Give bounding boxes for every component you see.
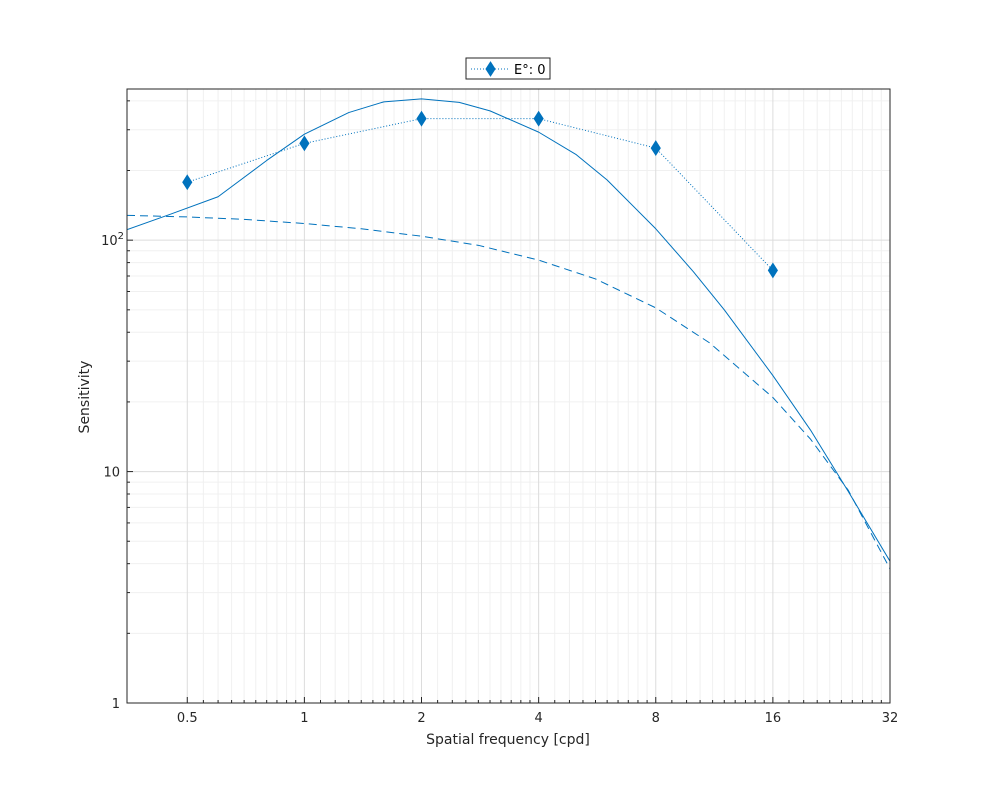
x-tick-label: 1 — [300, 711, 308, 726]
data-point-diamond — [533, 110, 544, 127]
data-point-diamond — [182, 174, 193, 191]
y-tick-label: 1 — [112, 697, 120, 712]
ticks-layer — [127, 100, 891, 704]
x-tick-labels: 0.5 1 2 4 8 16 32 — [177, 711, 898, 726]
y-tick-label: 10 — [103, 466, 120, 481]
y-tick-labels: 1 10 102 — [101, 231, 124, 712]
data-point-diamond — [416, 110, 427, 127]
measured-data-line — [187, 118, 774, 271]
y-axis-label: Sensitivity — [77, 361, 93, 434]
data-point-diamond — [767, 262, 778, 279]
model-curve-dashed — [127, 214, 890, 570]
x-tick-label: 4 — [534, 711, 542, 726]
legend: E°: 0 — [465, 57, 551, 80]
legend-diamond-marker — [485, 61, 496, 77]
x-tick-label: 32 — [882, 711, 899, 726]
data-point-diamond — [650, 140, 661, 156]
plot-area-background — [127, 89, 890, 703]
x-tick-label: 0.5 — [177, 711, 198, 726]
x-tick-label: 8 — [652, 711, 660, 726]
x-axis-label: Spatial frequency [cpd] — [426, 732, 590, 748]
y-tick-label: 102 — [101, 231, 124, 249]
minor-grid — [127, 89, 890, 703]
x-tick-label: 2 — [417, 711, 425, 726]
legend-entry-label: E°: 0 — [514, 63, 546, 78]
model-curve-solid — [127, 98, 890, 562]
x-tick-label: 16 — [765, 711, 782, 726]
data-point-diamond — [299, 135, 310, 152]
series-layer — [127, 98, 890, 570]
plot-frame — [126, 88, 891, 704]
